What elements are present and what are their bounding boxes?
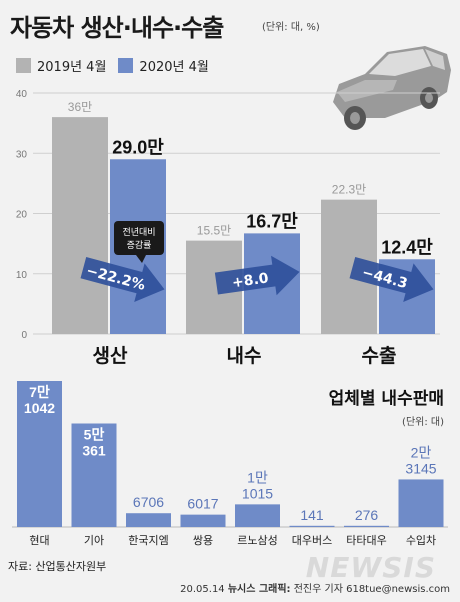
- watermark: NEWSIS: [305, 551, 436, 584]
- chart2-title: 업체별 내수판매: [329, 389, 444, 409]
- company-label-6: 타타대우: [346, 534, 386, 547]
- company-label-1: 기아: [84, 534, 104, 547]
- company-value-label-4-0: 1만: [247, 469, 268, 485]
- annotation-line-1: 전년대비: [122, 227, 155, 238]
- company-label-5: 대우버스: [292, 534, 332, 547]
- car-illustration: [333, 46, 451, 130]
- company-bar-7: [398, 479, 444, 527]
- company-bar-1: [71, 423, 117, 527]
- y-tick-label-3: 30: [16, 149, 28, 160]
- company-label-2: 한국지엠: [128, 534, 168, 547]
- page-title: 자동차 생산·내수·수출: [10, 14, 224, 42]
- company-value-label-0-0: 7만: [29, 384, 50, 400]
- change-arrow-0: [80, 257, 165, 302]
- company-value-label-4-1: 1015: [242, 485, 273, 501]
- credit-label: 뉴시스 그래픽:: [227, 584, 291, 595]
- company-bar-0: [17, 381, 62, 527]
- annotation-line-2: 증감률: [127, 239, 152, 251]
- company-value-label-3-0: 6017: [187, 496, 218, 512]
- y-tick-label-1: 10: [16, 270, 28, 281]
- change-arrow-1: [214, 255, 300, 296]
- credit-line: 20.05.14 뉴시스 그래픽: 전진우 기자 618tue@newsis.c…: [180, 580, 450, 595]
- bar-value-label-수출-1: 12.4만: [381, 237, 433, 257]
- credit-author: 전진우 기자 618tue@newsis.com: [293, 584, 450, 595]
- annotation-pointer: [136, 255, 146, 263]
- change-value-1: +8.0: [231, 270, 270, 291]
- legend-swatch-2020: [118, 58, 134, 73]
- bar-생산-0: [52, 117, 108, 334]
- bar-value-label-내수-1: 16.7만: [246, 211, 298, 231]
- y-tick-label-4: 40: [16, 89, 28, 100]
- bar-value-label-내수-0: 15.5만: [197, 224, 231, 238]
- company-value-label-1-1: 361: [82, 443, 106, 459]
- annotation-box: [114, 221, 164, 255]
- change-arrow-2: [349, 257, 434, 302]
- unit-label: (단위: 대, %): [262, 22, 320, 33]
- company-label-4: 르노삼성: [237, 534, 277, 547]
- credit-date: 20.05.14: [180, 584, 225, 595]
- company-label-3: 쌍용: [193, 534, 213, 547]
- y-tick-label-0: 0: [21, 330, 27, 341]
- legend-swatch-2019: [16, 58, 31, 73]
- company-value-label-0-1: 1042: [24, 400, 55, 416]
- company-bar-4: [235, 504, 280, 527]
- company-value-label-7-1: 3145: [405, 460, 436, 476]
- category-label-1: 내수: [227, 345, 262, 367]
- company-value-label-2-0: 6706: [133, 494, 164, 510]
- source-note: 자료: 산업통산자원부: [8, 560, 107, 573]
- company-bar-6: [344, 525, 389, 527]
- company-label-0: 현대: [29, 534, 49, 547]
- company-value-label-1-0: 5만: [84, 427, 105, 443]
- company-bar-5: [289, 525, 335, 527]
- company-value-label-7-0: 2만: [411, 444, 432, 460]
- legend: 2019년 4월 2020년 4월: [16, 56, 221, 75]
- y-tick-label-2: 20: [16, 210, 28, 221]
- company-value-label-6-0: 276: [355, 507, 379, 523]
- bar-value-label-생산-0: 36만: [68, 100, 92, 114]
- company-value-label-5-0: 141: [300, 507, 324, 523]
- category-label-2: 수출: [362, 345, 397, 367]
- chart2-unit: (단위: 대): [402, 415, 444, 428]
- company-bar-3: [180, 514, 226, 527]
- company-label-7: 수입차: [406, 534, 436, 547]
- bar-value-label-수출-0: 22.3만: [332, 183, 366, 197]
- legend-label-2020: 2020년 4월: [139, 60, 209, 75]
- legend-label-2019: 2019년 4월: [37, 60, 107, 75]
- company-bar-2: [126, 513, 171, 527]
- bar-value-label-생산-1: 29.0만: [112, 137, 164, 157]
- category-label-0: 생산: [93, 345, 128, 367]
